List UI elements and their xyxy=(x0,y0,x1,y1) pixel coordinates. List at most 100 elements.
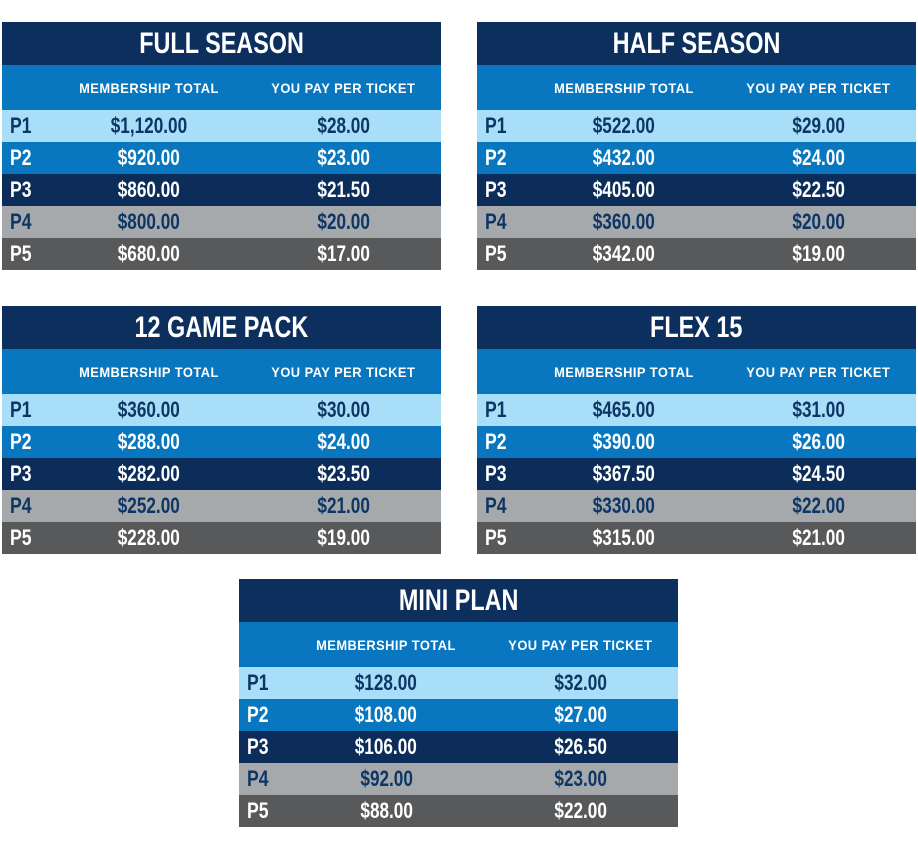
price-tier-label: P2 xyxy=(10,145,32,170)
price-tier-label: P3 xyxy=(10,177,32,202)
pay-per-ticket-value: $24.50 xyxy=(792,461,845,486)
membership-total-value: $360.00 xyxy=(118,397,181,422)
price-tier-label: P1 xyxy=(10,397,32,422)
column-header-row: MEMBERSHIP TOTAL YOU PAY PER TICKET xyxy=(2,65,441,110)
membership-total-header: MEMBERSHIP TOTAL xyxy=(554,363,695,380)
column-header-row: MEMBERSHIP TOTAL YOU PAY PER TICKET xyxy=(2,349,441,394)
table-row-p2: P2 $432.00 $24.00 xyxy=(477,142,916,174)
membership-total-value: $432.00 xyxy=(593,145,656,170)
pay-per-ticket-value: $21.00 xyxy=(317,493,370,518)
membership-total-value: $1,120.00 xyxy=(111,113,188,138)
membership-total-value: $330.00 xyxy=(593,493,656,518)
price-tier-label: P5 xyxy=(247,798,269,823)
table-row-p4: P4 $92.00 $23.00 xyxy=(239,763,678,795)
membership-total-value: $680.00 xyxy=(118,241,181,266)
pay-per-ticket-header: YOU PAY PER TICKET xyxy=(271,79,416,96)
pay-per-ticket-value: $20.00 xyxy=(792,209,845,234)
membership-total-value: $367.50 xyxy=(593,461,656,486)
price-tier-label: P5 xyxy=(485,241,507,266)
table-row-p3: P3 $860.00 $21.50 xyxy=(2,174,441,206)
price-tier-label: P4 xyxy=(485,493,507,518)
column-header-row: MEMBERSHIP TOTAL YOU PAY PER TICKET xyxy=(477,65,916,110)
price-tier-label: P2 xyxy=(485,145,507,170)
table-row-p5: P5 $88.00 $22.00 xyxy=(239,795,678,827)
pay-per-ticket-value: $22.00 xyxy=(792,493,845,518)
table-row-p4: P4 $800.00 $20.00 xyxy=(2,206,441,238)
membership-total-value: $88.00 xyxy=(359,798,413,823)
pay-per-ticket-value: $21.00 xyxy=(792,525,845,550)
column-header-row: MEMBERSHIP TOTAL YOU PAY PER TICKET xyxy=(239,622,678,667)
pay-per-ticket-value: $23.00 xyxy=(554,766,607,791)
pay-per-ticket-header: YOU PAY PER TICKET xyxy=(271,363,416,380)
table-row-p4: P4 $330.00 $22.00 xyxy=(477,490,916,522)
pay-per-ticket-value: $28.00 xyxy=(317,113,370,138)
table-row-p1: P1 $465.00 $31.00 xyxy=(477,394,916,426)
table-full-season: FULL SEASON MEMBERSHIP TOTAL YOU PAY PER… xyxy=(2,22,441,270)
price-tier-label: P4 xyxy=(485,209,507,234)
pay-per-ticket-value: $24.00 xyxy=(317,429,370,454)
price-tier-label: P3 xyxy=(10,461,32,486)
membership-total-value: $360.00 xyxy=(593,209,656,234)
table-title: 12 GAME PACK xyxy=(2,306,441,349)
price-tier-label: P4 xyxy=(10,209,32,234)
membership-total-value: $128.00 xyxy=(355,670,418,695)
membership-total-value: $390.00 xyxy=(593,429,656,454)
pay-per-ticket-value: $23.50 xyxy=(317,461,370,486)
pay-per-ticket-value: $32.00 xyxy=(554,670,607,695)
membership-total-value: $92.00 xyxy=(359,766,413,791)
table-title-text: 12 GAME PACK xyxy=(134,310,309,344)
price-tier-label: P1 xyxy=(247,670,269,695)
pay-per-ticket-header: YOU PAY PER TICKET xyxy=(746,363,891,380)
table-row-p3: P3 $405.00 $22.50 xyxy=(477,174,916,206)
table-row-p3: P3 $106.00 $26.50 xyxy=(239,731,678,763)
membership-total-value: $106.00 xyxy=(355,734,418,759)
price-tier-label: P3 xyxy=(485,177,507,202)
pay-per-ticket-value: $30.00 xyxy=(317,397,370,422)
membership-total-header: MEMBERSHIP TOTAL xyxy=(79,363,220,380)
membership-total-value: $465.00 xyxy=(593,397,656,422)
table-row-p2: P2 $108.00 $27.00 xyxy=(239,699,678,731)
pay-per-ticket-value: $26.00 xyxy=(792,429,845,454)
table-title: MINI PLAN xyxy=(239,579,678,622)
pay-per-ticket-value: $22.00 xyxy=(554,798,607,823)
pay-per-ticket-value: $19.00 xyxy=(317,525,370,550)
pay-per-ticket-value: $24.00 xyxy=(792,145,845,170)
table-row-p4: P4 $360.00 $20.00 xyxy=(477,206,916,238)
membership-total-header: MEMBERSHIP TOTAL xyxy=(79,79,220,96)
table-row-p2: P2 $288.00 $24.00 xyxy=(2,426,441,458)
table-row-p3: P3 $367.50 $24.50 xyxy=(477,458,916,490)
price-tier-label: P5 xyxy=(10,241,32,266)
table-row-p1: P1 $128.00 $32.00 xyxy=(239,667,678,699)
pay-per-ticket-value: $17.00 xyxy=(317,241,370,266)
membership-total-value: $288.00 xyxy=(118,429,181,454)
price-tier-label: P1 xyxy=(485,397,507,422)
pay-per-ticket-header: YOU PAY PER TICKET xyxy=(508,636,653,653)
table-title: HALF SEASON xyxy=(477,22,916,65)
price-tier-label: P3 xyxy=(485,461,507,486)
table-title-text: HALF SEASON xyxy=(612,26,781,60)
table-row-p3: P3 $282.00 $23.50 xyxy=(2,458,441,490)
pay-per-ticket-value: $31.00 xyxy=(792,397,845,422)
table-row-p2: P2 $920.00 $23.00 xyxy=(2,142,441,174)
table-row-p5: P5 $315.00 $21.00 xyxy=(477,522,916,554)
membership-total-value: $522.00 xyxy=(593,113,656,138)
membership-total-value: $342.00 xyxy=(593,241,656,266)
pay-per-ticket-value: $29.00 xyxy=(792,113,845,138)
price-tier-label: P3 xyxy=(247,734,269,759)
membership-total-value: $252.00 xyxy=(118,493,181,518)
membership-total-value: $920.00 xyxy=(118,145,181,170)
table-title-text: FULL SEASON xyxy=(139,26,304,60)
membership-total-value: $405.00 xyxy=(593,177,656,202)
table-row-p1: P1 $360.00 $30.00 xyxy=(2,394,441,426)
table-title-text: MINI PLAN xyxy=(398,583,519,617)
membership-total-value: $108.00 xyxy=(355,702,418,727)
price-tier-label: P1 xyxy=(10,113,32,138)
membership-total-value: $315.00 xyxy=(593,525,656,550)
pay-per-ticket-value: $23.00 xyxy=(317,145,370,170)
membership-total-header: MEMBERSHIP TOTAL xyxy=(554,79,695,96)
membership-total-value: $228.00 xyxy=(118,525,181,550)
column-header-row: MEMBERSHIP TOTAL YOU PAY PER TICKET xyxy=(477,349,916,394)
table-row-p5: P5 $228.00 $19.00 xyxy=(2,522,441,554)
pay-per-ticket-value: $27.00 xyxy=(554,702,607,727)
